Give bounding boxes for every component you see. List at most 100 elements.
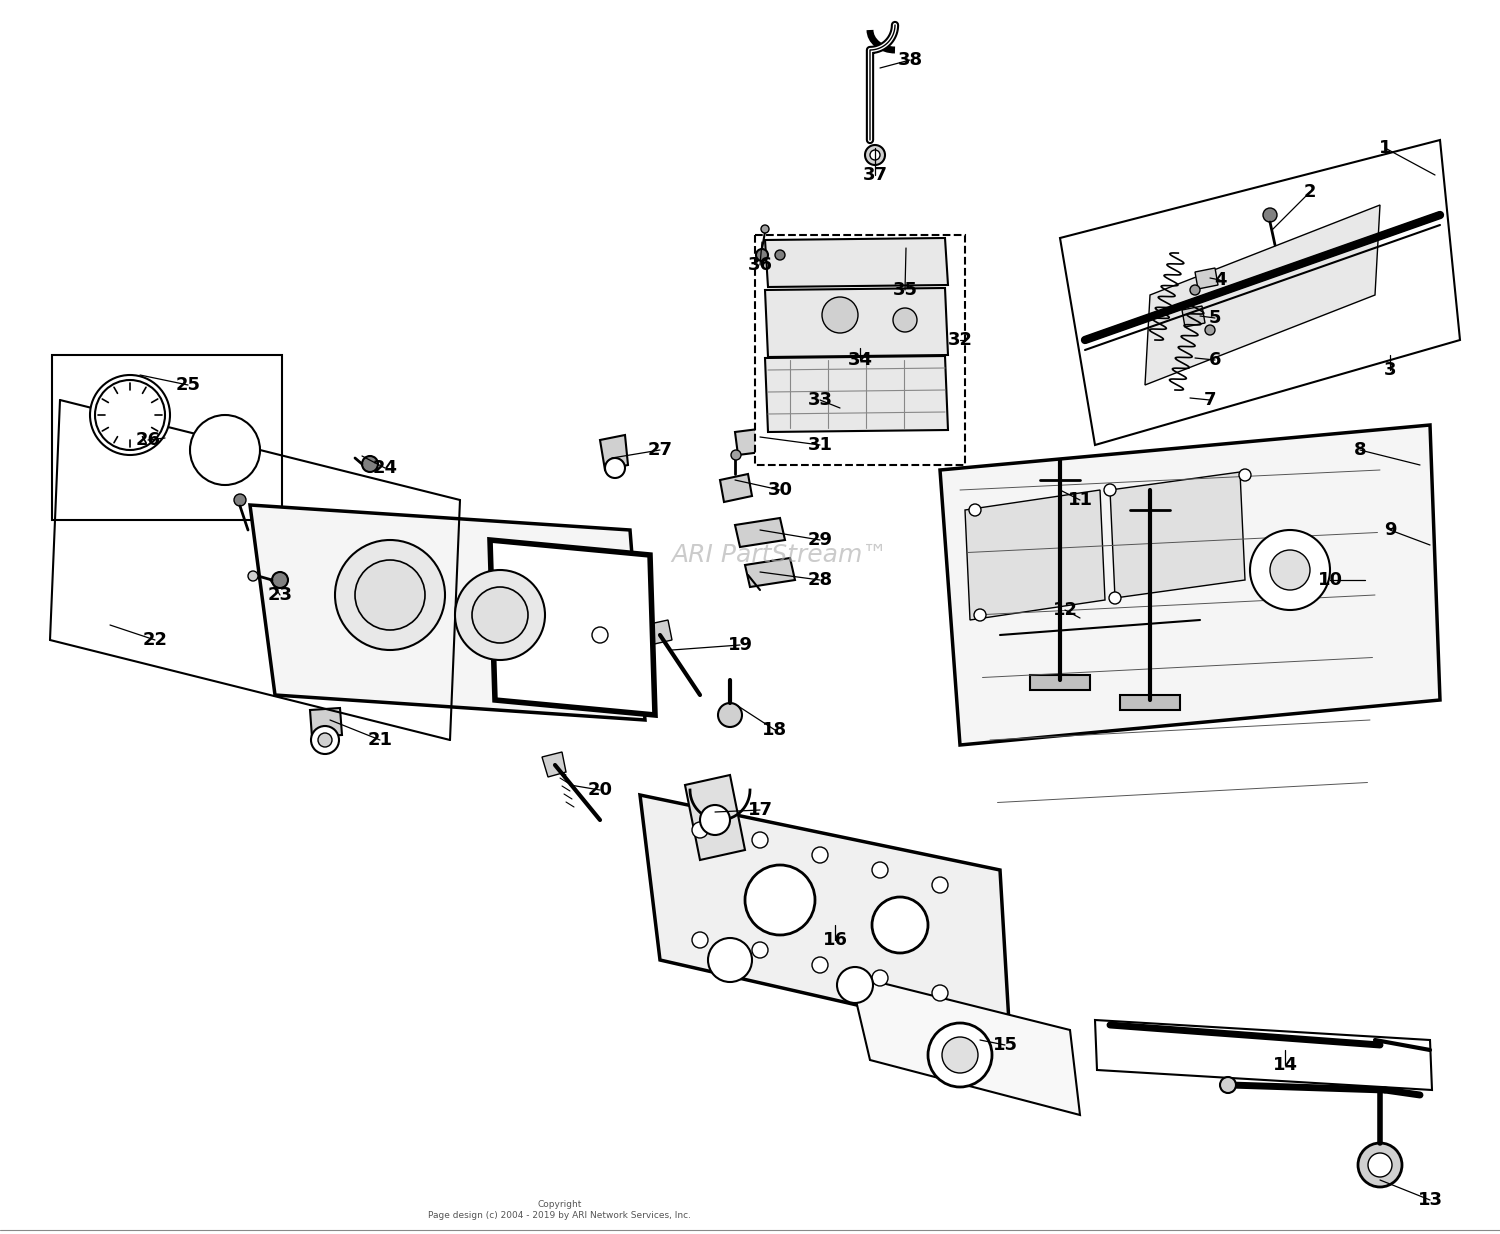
- Text: 34: 34: [847, 350, 873, 369]
- Circle shape: [248, 571, 258, 581]
- Polygon shape: [765, 238, 948, 288]
- Circle shape: [969, 503, 981, 516]
- Polygon shape: [645, 619, 672, 645]
- Text: ARI PartStream™: ARI PartStream™: [672, 543, 888, 566]
- Circle shape: [1250, 529, 1330, 610]
- Circle shape: [708, 938, 752, 982]
- Circle shape: [942, 1037, 978, 1074]
- Text: 22: 22: [142, 631, 168, 649]
- Circle shape: [752, 832, 768, 848]
- Text: 9: 9: [1383, 521, 1396, 539]
- Circle shape: [692, 822, 708, 838]
- Circle shape: [760, 225, 770, 233]
- Circle shape: [362, 457, 378, 471]
- Circle shape: [974, 610, 986, 621]
- Text: 29: 29: [807, 531, 832, 549]
- Text: 32: 32: [948, 331, 972, 349]
- Text: 11: 11: [1068, 491, 1092, 508]
- Circle shape: [234, 494, 246, 506]
- Text: 10: 10: [1317, 571, 1342, 589]
- Circle shape: [94, 380, 165, 450]
- Text: 5: 5: [1209, 308, 1221, 327]
- Circle shape: [692, 932, 708, 948]
- Circle shape: [756, 249, 768, 262]
- Text: 28: 28: [807, 571, 832, 589]
- Polygon shape: [542, 752, 566, 777]
- Polygon shape: [251, 505, 645, 719]
- Polygon shape: [1196, 268, 1218, 289]
- Circle shape: [932, 877, 948, 893]
- Circle shape: [871, 863, 888, 879]
- Circle shape: [1104, 484, 1116, 496]
- Circle shape: [310, 726, 339, 754]
- Text: 2: 2: [1304, 183, 1317, 201]
- Circle shape: [1108, 592, 1120, 603]
- Text: 33: 33: [807, 391, 832, 408]
- Circle shape: [746, 865, 814, 935]
- Circle shape: [356, 560, 424, 631]
- Circle shape: [272, 573, 288, 587]
- Polygon shape: [640, 795, 1010, 1040]
- Circle shape: [752, 942, 768, 958]
- Polygon shape: [310, 708, 342, 737]
- Text: 17: 17: [747, 801, 772, 819]
- Polygon shape: [720, 474, 752, 502]
- Circle shape: [1190, 285, 1200, 295]
- FancyBboxPatch shape: [754, 234, 964, 465]
- Circle shape: [776, 251, 784, 260]
- Circle shape: [870, 151, 880, 160]
- Circle shape: [730, 450, 741, 460]
- Polygon shape: [765, 355, 948, 432]
- Text: 6: 6: [1209, 350, 1221, 369]
- Text: 36: 36: [747, 255, 772, 274]
- Circle shape: [604, 458, 625, 478]
- Text: 14: 14: [1272, 1056, 1298, 1074]
- Text: 24: 24: [372, 459, 398, 478]
- Circle shape: [592, 627, 608, 643]
- Text: 3: 3: [1383, 362, 1396, 379]
- Circle shape: [1270, 550, 1310, 590]
- Polygon shape: [746, 558, 795, 587]
- Circle shape: [1368, 1153, 1392, 1177]
- Polygon shape: [1144, 205, 1380, 385]
- Text: 25: 25: [176, 376, 201, 394]
- Circle shape: [1239, 469, 1251, 481]
- Polygon shape: [735, 424, 794, 455]
- Circle shape: [454, 570, 544, 660]
- Circle shape: [837, 967, 873, 1003]
- Circle shape: [928, 1023, 992, 1087]
- Text: 13: 13: [1418, 1191, 1443, 1209]
- Circle shape: [190, 415, 260, 485]
- Polygon shape: [1060, 139, 1460, 445]
- Text: 8: 8: [1353, 441, 1366, 459]
- Polygon shape: [1182, 306, 1204, 327]
- Text: 31: 31: [807, 436, 832, 454]
- Circle shape: [718, 703, 742, 727]
- Polygon shape: [1110, 471, 1245, 598]
- Polygon shape: [686, 775, 746, 860]
- Circle shape: [90, 375, 170, 455]
- Circle shape: [812, 847, 828, 863]
- Circle shape: [105, 390, 154, 441]
- Text: 1: 1: [1378, 139, 1392, 157]
- Circle shape: [812, 958, 828, 972]
- Circle shape: [334, 540, 446, 650]
- Polygon shape: [940, 424, 1440, 745]
- Text: 38: 38: [897, 51, 922, 69]
- Polygon shape: [964, 490, 1106, 619]
- Polygon shape: [490, 540, 656, 714]
- Text: 27: 27: [648, 441, 672, 459]
- Text: 23: 23: [267, 586, 292, 603]
- Circle shape: [700, 805, 730, 835]
- Circle shape: [472, 587, 528, 643]
- Text: Copyright
Page design (c) 2004 - 2019 by ARI Network Services, Inc.: Copyright Page design (c) 2004 - 2019 by…: [429, 1201, 692, 1219]
- Polygon shape: [1120, 695, 1180, 710]
- Polygon shape: [1095, 1021, 1432, 1090]
- Text: 12: 12: [1053, 601, 1077, 619]
- Circle shape: [1220, 1077, 1236, 1093]
- Bar: [53, 355, 282, 520]
- Circle shape: [892, 308, 916, 332]
- Polygon shape: [850, 975, 1080, 1116]
- Text: 26: 26: [135, 431, 160, 449]
- Circle shape: [871, 970, 888, 986]
